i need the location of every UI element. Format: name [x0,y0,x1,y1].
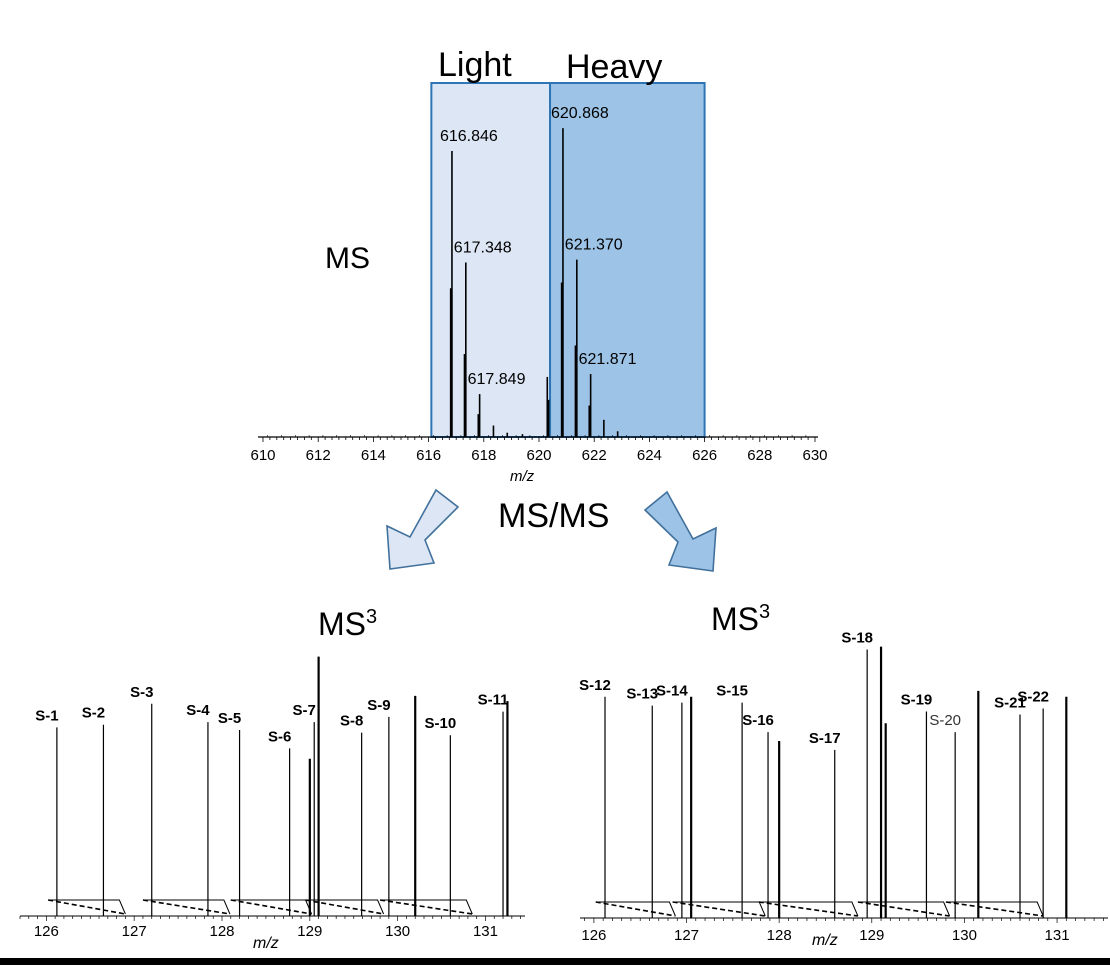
ms3-light-interference-dashed [47,899,126,915]
ms3-heavy-reporter-label: S-14 [656,683,688,700]
ms3-light-reporter-label: S-1 [35,707,58,724]
bottom-border [0,958,1110,965]
ms3-heavy-tick-label: 128 [767,927,792,944]
ms3-heavy-interference-outline [672,901,766,917]
ms3-light-tick-label: 128 [209,923,234,940]
ms3-heavy-reporter-label: S-19 [901,692,933,709]
ms3-light-interference-dashed [230,899,312,915]
ms3-light-title: MS3 [318,606,377,642]
ms1-tick-label: 626 [692,447,717,464]
ms1-tick-label: 630 [802,447,827,464]
ms3-light-interference-dashed [305,899,384,915]
ms3-light-title-sup: 3 [366,606,377,628]
ms3-light-interference-outline [305,899,385,915]
heavy-down-arrow [643,490,717,572]
ms3-light-reporter-label: S-10 [425,715,457,732]
ms3-heavy-title: MS3 [711,601,770,637]
msms-label: MS/MS [498,497,609,535]
ms3-light-reporter-label: S-8 [340,713,363,730]
ms-label: MS [325,242,370,275]
ms3-heavy-title-base: MS [711,601,759,637]
ms3-heavy-interference-outline [857,901,951,917]
ms3-light-spectrum: 126 127 128 129 130 131 S-1 S-2 S-3 S-4 S-5 S-6S-7 S… [19,656,525,940]
ms3-heavy-interference-dashed [945,901,1044,917]
ms1-peak-label: 616.846 [440,128,498,145]
ms1-tick-label: 618 [471,447,496,464]
ms3-heavy-reporter-label: S-12 [579,677,611,694]
ms3-heavy-interference-outline [758,901,859,917]
ms1-tick-label: 620 [526,447,551,464]
ms3-light-title-base: MS [318,606,366,642]
ms3-heavy-spectrum: 126 127 128 129 130 131 S-12 S-13S-14 S-15 S-16 S-… [579,630,1108,944]
ms3-light-reporter-label: S-4 [186,702,210,719]
ms1-tick-label: 624 [637,447,662,464]
heavy-isolation-window [549,82,706,438]
ms1-peak-label: 617.348 [454,240,512,257]
ms1-peak-label: 621.370 [565,237,623,254]
ms3-heavy-reporter-label: S-20 [929,712,961,729]
msms-arrows [386,488,717,572]
ms3-heavy-tick-label: 131 [1045,927,1070,944]
ms1-tick-label: 610 [250,447,275,464]
ms3-heavy-interference-outline [945,901,1044,917]
ms3-light-reporter-label: S-11 [478,692,509,709]
ms3-heavy-reporter-label: S-17 [809,730,841,747]
ms1-peak-label: 620.868 [551,105,609,122]
ms3-light-tick-label: 126 [34,923,59,940]
ms3-heavy-reporter-label: S-21 [994,694,1026,711]
ms3-heavy-reporter-label: S-18 [841,630,873,647]
ms3-heavy-reporter-label: S-22 [1017,689,1049,706]
ms1-xaxis-label: m/z [510,468,535,485]
ms3-heavy-title-sup: 3 [759,601,770,623]
ms3-light-reporter-label: S-9 [367,697,390,714]
ms1-peak-label: 621.871 [579,351,637,368]
ms3-light-tick-label: 130 [385,923,410,940]
ms3-light-tick-label: 127 [122,923,147,940]
heavy-window-label: Heavy [566,48,662,86]
light-window-label: Light [438,46,512,84]
ms3-light-tick-label: 131 [473,923,498,940]
ms3-light-interference-outline [48,899,126,915]
ms3-light-interference-dashed [142,899,231,915]
ms3-heavy-tick-label: 127 [674,927,699,944]
ms3-heavy-interference-dashed [758,901,859,917]
ms3-heavy-reporter-label: S-15 [716,683,748,700]
ms1-tick-label: 612 [306,447,331,464]
ms3-light-interference-outline [380,899,473,915]
ms3-light-reporter-label: S-5 [218,710,241,727]
ms1-spectrum: 610 612 614 616 618 620 622 624 626 628 630 616.846… [250,82,828,464]
ms3-light-reporter-label: S-3 [130,684,153,701]
ms3-heavy-interference-dashed [672,901,766,917]
ms3-light-reporter-label: S-2 [82,705,105,722]
ms1-peak-label: 617.849 [468,371,526,388]
ms3-heavy-tick-label: 130 [952,927,977,944]
ms3-heavy-reporter-label: S-13 [626,686,658,703]
ms1-tick-label: 622 [582,447,607,464]
ms1-tick-label: 614 [361,447,386,464]
ms3-heavy-tick-label: 126 [581,927,606,944]
ms3-light-interference-dashed [379,899,473,915]
ms3-heavy-xaxis-label: m/z [812,932,838,949]
ms3-heavy-interference-dashed [857,901,950,917]
ms3-heavy-interference-outline [595,901,676,917]
light-down-arrow [386,488,460,570]
ms3-light-xaxis-label: m/z [253,935,279,952]
ms1-tick-label: 616 [416,447,441,464]
ms3-light-reporter-label: S-7 [293,702,316,719]
ms3-heavy-reporter-label: S-16 [742,712,774,729]
ms3-heavy-tick-label: 129 [859,927,884,944]
ms3-heavy-interference-dashed [595,901,676,917]
ms1-tick-label: 628 [747,447,772,464]
ms3-light-reporter-label: S-6 [268,728,291,745]
ms3-light-tick-label: 129 [297,923,322,940]
ms3-light-interference-outline [142,899,231,915]
